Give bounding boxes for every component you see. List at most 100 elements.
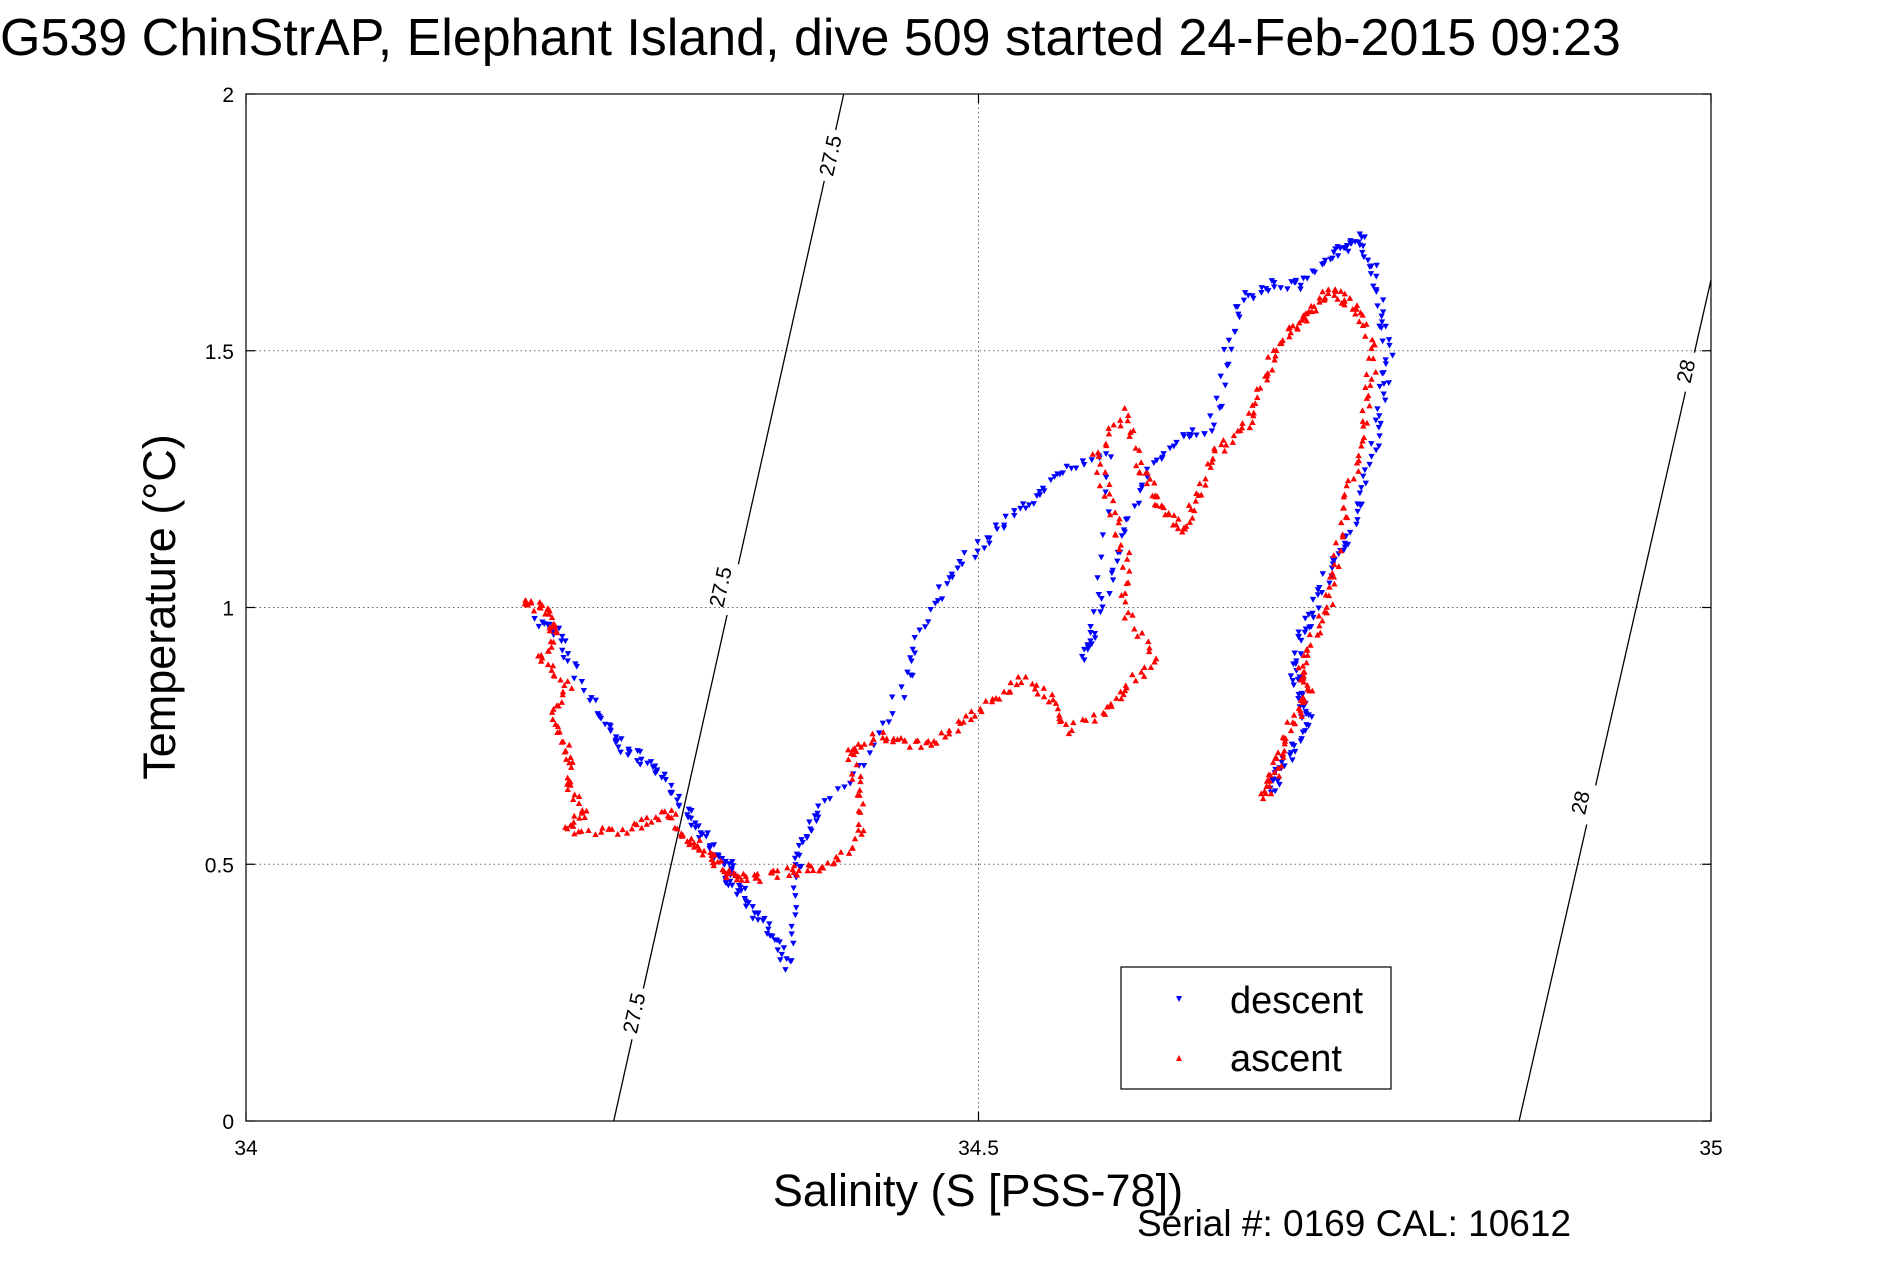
descent-point bbox=[909, 646, 916, 653]
descent-point bbox=[1319, 571, 1327, 578]
descent-point bbox=[1207, 413, 1214, 420]
descent-point bbox=[972, 554, 979, 561]
descent-point bbox=[1276, 781, 1283, 788]
ascent-point bbox=[558, 699, 566, 705]
descent-point bbox=[722, 858, 729, 865]
descent-point bbox=[578, 679, 586, 685]
ascent-point bbox=[1360, 422, 1367, 429]
descent-point bbox=[1378, 313, 1385, 320]
descent-point bbox=[1217, 373, 1224, 380]
descent-point bbox=[688, 822, 695, 829]
ascent-point bbox=[1124, 609, 1132, 616]
ascent-point bbox=[1279, 734, 1287, 740]
ascent-point bbox=[1054, 705, 1062, 712]
descent-point bbox=[907, 655, 914, 662]
descent-point bbox=[1303, 722, 1310, 728]
ascent-point bbox=[671, 824, 679, 831]
ascent-point bbox=[1186, 519, 1194, 525]
ascent-point bbox=[945, 730, 953, 737]
ascent-point bbox=[1315, 612, 1323, 619]
ascent-point bbox=[824, 859, 831, 866]
descent-point bbox=[1297, 651, 1305, 657]
descent-point bbox=[1107, 454, 1115, 461]
ascent-point bbox=[1106, 490, 1113, 497]
ascent-point bbox=[1367, 382, 1374, 388]
ascent-point bbox=[1295, 664, 1302, 671]
descent-point bbox=[773, 937, 781, 944]
legend-entry-descent: descent bbox=[1176, 980, 1364, 1022]
ascent-point bbox=[1175, 515, 1182, 522]
descent-point bbox=[908, 658, 915, 665]
descent-point bbox=[1087, 638, 1094, 645]
descent-point bbox=[1186, 434, 1193, 441]
contour-label: 28 bbox=[1567, 789, 1595, 817]
descent-point bbox=[675, 802, 683, 809]
series-ascent bbox=[521, 286, 1379, 884]
ascent-point bbox=[544, 647, 552, 654]
ascent-point bbox=[571, 812, 578, 819]
ascent-point bbox=[1307, 641, 1314, 648]
descent-point bbox=[1000, 525, 1008, 531]
ascent-point bbox=[992, 694, 1000, 701]
ascent-point bbox=[1093, 469, 1101, 475]
ascent-point bbox=[1097, 460, 1104, 467]
ascent-point bbox=[546, 607, 553, 614]
ascent-point bbox=[1325, 290, 1332, 297]
descent-point bbox=[916, 627, 923, 634]
ascent-point bbox=[1365, 355, 1373, 361]
descent-point bbox=[1098, 596, 1105, 602]
descent-point bbox=[1374, 303, 1381, 310]
descent-point bbox=[1314, 587, 1322, 593]
ascent-point bbox=[1034, 690, 1041, 697]
ascent-point bbox=[562, 824, 569, 830]
ascent-point bbox=[870, 736, 877, 742]
ascent-point bbox=[880, 729, 887, 735]
descent-point bbox=[733, 891, 741, 898]
descent-point bbox=[1295, 695, 1302, 702]
descent-point bbox=[1385, 380, 1392, 387]
ascent-point bbox=[1279, 750, 1287, 757]
ascent-point bbox=[1107, 511, 1114, 518]
ascent-point bbox=[857, 773, 864, 780]
legend: descent ascent bbox=[1120, 966, 1392, 1090]
ascent-point bbox=[1122, 598, 1129, 605]
ascent-point bbox=[1101, 492, 1108, 499]
ascent-point bbox=[816, 867, 823, 874]
descent-point bbox=[1114, 558, 1121, 565]
descent-point bbox=[1087, 624, 1094, 630]
descent-point bbox=[792, 912, 799, 919]
descent-point bbox=[673, 797, 681, 804]
descent-point bbox=[1359, 243, 1367, 250]
ascent-point bbox=[1189, 514, 1196, 521]
descent-point bbox=[1051, 474, 1058, 480]
ascent-point bbox=[1173, 521, 1180, 528]
ascent-point bbox=[1298, 713, 1305, 719]
descent-point bbox=[759, 917, 767, 924]
ascent-point bbox=[804, 867, 811, 874]
descent-point bbox=[1218, 403, 1225, 410]
ascent-point bbox=[1134, 633, 1141, 639]
descent-point bbox=[1309, 596, 1317, 603]
ascent-point bbox=[743, 877, 751, 884]
ascent-point bbox=[1332, 286, 1339, 293]
ascent-point bbox=[1108, 703, 1115, 709]
descent-point bbox=[580, 687, 588, 694]
ascent-point bbox=[1147, 664, 1155, 670]
descent-point bbox=[570, 675, 578, 682]
ascent-point bbox=[1359, 311, 1366, 318]
ascent-point bbox=[623, 829, 631, 836]
ascent-point bbox=[1211, 445, 1218, 452]
ascent-point bbox=[859, 800, 867, 807]
descent-point bbox=[1355, 239, 1362, 246]
ascent-point bbox=[578, 809, 586, 816]
descent-point bbox=[974, 548, 981, 555]
ascent-point bbox=[793, 871, 801, 878]
ascent-point bbox=[583, 807, 590, 814]
ascent-point bbox=[537, 651, 545, 658]
serial-calibration-footer: Serial #: 0169 CAL: 10612 bbox=[1137, 1203, 1572, 1244]
legend-descent-marker bbox=[1176, 996, 1182, 1002]
ascent-point bbox=[1312, 307, 1320, 314]
legend-ascent-label: ascent bbox=[1230, 1038, 1342, 1080]
ascent-point bbox=[1321, 608, 1328, 615]
descent-point bbox=[615, 744, 622, 751]
